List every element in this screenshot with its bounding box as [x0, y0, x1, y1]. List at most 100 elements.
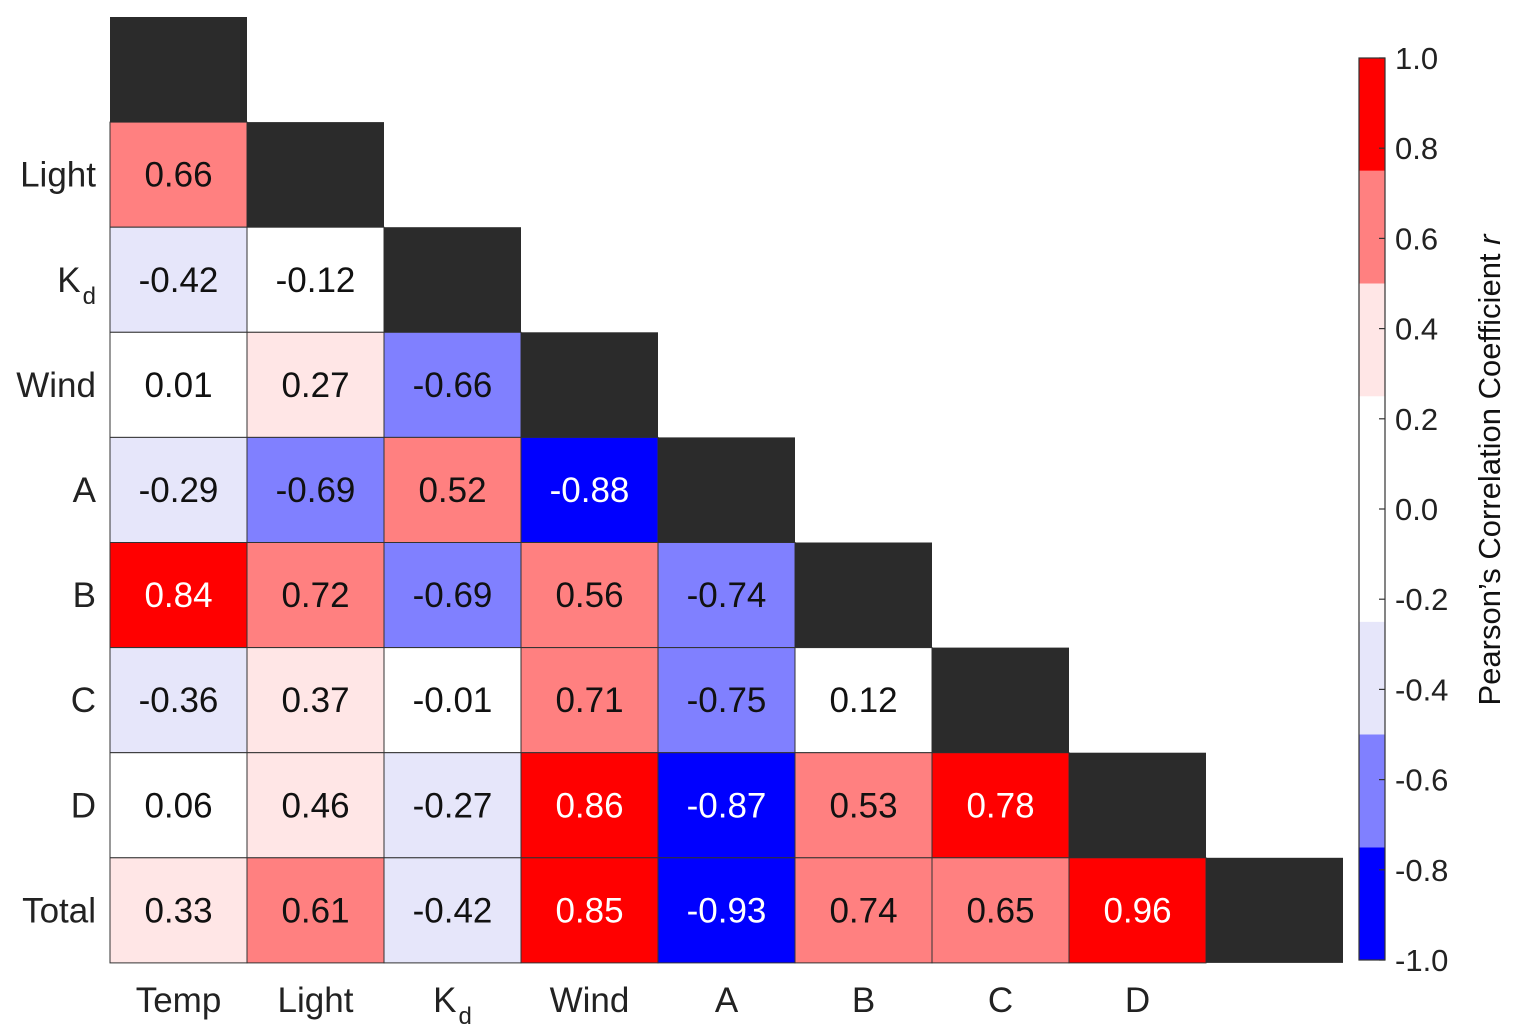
- diagonal-cell: [521, 332, 658, 438]
- heatmap-cell: [246, 752, 385, 859]
- colorbar-segment: [1359, 734, 1385, 848]
- heatmap-cell: [520, 436, 659, 543]
- cell-value-label: 0.52: [418, 471, 486, 510]
- column-label: A: [715, 981, 739, 1020]
- colorbar-segment: [1359, 847, 1385, 960]
- row-label: Light: [20, 156, 96, 195]
- diagonal-cell: [658, 437, 795, 543]
- heatmap-cell: [931, 752, 1070, 859]
- cell-value-label: 0.84: [144, 576, 212, 615]
- diagonal-cell: [1206, 857, 1343, 963]
- row-labels: Light Kd Wind A B C D Total: [16, 156, 96, 931]
- row-label: Kd: [57, 261, 96, 310]
- cell-value-label: 0.86: [555, 786, 623, 825]
- colorbar: 1.0 0.8 0.6 0.4 0.2 0.0 -0.2 -0.4 -0.6 -0.8 -1.0 Pe…: [1358, 41, 1507, 978]
- cell-value-label: 0.72: [281, 576, 349, 615]
- heatmap-cells: 0.66 -0.42 -0.12 0.01 0.27 -0.66 -0.29 -0.69 0.5…: [109, 17, 1343, 964]
- heatmap-cell: [383, 542, 522, 649]
- colorbar-tick-label: 0.6: [1395, 221, 1438, 256]
- cell-value-label: 0.46: [281, 786, 349, 825]
- colorbar-segment: [1359, 621, 1385, 735]
- row-label: B: [73, 576, 96, 615]
- colorbar-segment: [1359, 58, 1385, 171]
- cell-value-label: 0.66: [144, 156, 212, 195]
- colorbar-tick-label: -0.8: [1395, 853, 1448, 888]
- cell-value-label: 0.06: [144, 786, 212, 825]
- cell-value-label: -0.75: [687, 681, 767, 720]
- heatmap-cell: [109, 331, 248, 438]
- column-label: Wind: [550, 981, 630, 1020]
- colorbar-tick-label: 0.8: [1395, 131, 1438, 166]
- diagonal-cell: [247, 122, 384, 228]
- colorbar-segment: [1359, 170, 1385, 284]
- diagonal-cell: [795, 542, 932, 648]
- heatmap-cell: [109, 647, 248, 754]
- cell-value-label: 0.27: [281, 366, 349, 405]
- heatmap-cell: [246, 436, 385, 543]
- colorbar-tick-label: 0.2: [1395, 402, 1438, 437]
- heatmap-cell: [520, 752, 659, 859]
- colorbar-tick-label: -0.6: [1395, 763, 1448, 798]
- cell-value-label: 0.53: [829, 786, 897, 825]
- heatmap-cell: [109, 752, 248, 859]
- cell-value-label: 0.61: [281, 891, 349, 930]
- cell-value-label: 0.01: [144, 366, 212, 405]
- diagonal-cell: [932, 647, 1069, 753]
- diagonal-cell: [384, 227, 521, 333]
- cell-value-label: -0.29: [139, 471, 219, 510]
- heatmap-cell: [794, 752, 933, 859]
- colorbar-tick-label: 1.0: [1395, 41, 1438, 76]
- cell-value-label: -0.74: [687, 576, 767, 615]
- cell-value-label: 0.12: [829, 681, 897, 720]
- diagonal-cell: [110, 17, 247, 123]
- cell-value-label: -0.12: [276, 261, 356, 300]
- column-label: D: [1125, 981, 1150, 1020]
- cell-value-label: 0.37: [281, 681, 349, 720]
- heatmap-cell: [383, 331, 522, 438]
- cell-value-label: -0.01: [413, 681, 493, 720]
- cell-value-label: -0.27: [413, 786, 493, 825]
- heatmap-cell: [520, 647, 659, 754]
- cell-value-label: 0.71: [555, 681, 623, 720]
- heatmap-cell: [794, 857, 933, 964]
- column-label: Temp: [136, 981, 222, 1020]
- cell-value-label: -0.69: [413, 576, 493, 615]
- cell-value-label: 0.78: [966, 786, 1034, 825]
- heatmap-cell: [383, 857, 522, 964]
- heatmap-cell: [794, 647, 933, 754]
- heatmap-cell: [246, 647, 385, 754]
- heatmap-cell: [1068, 857, 1207, 964]
- row-label: Wind: [16, 366, 96, 405]
- colorbar-title: Pearson’s Correlation Coefficient r: [1472, 233, 1507, 706]
- colorbar-tick-label: 0.0: [1395, 492, 1438, 527]
- diagonal-cell: [1069, 752, 1206, 858]
- heatmap-cell: [246, 331, 385, 438]
- cell-value-label: -0.66: [413, 366, 493, 405]
- cell-value-label: 0.33: [144, 891, 212, 930]
- colorbar-tick-label: -1.0: [1395, 943, 1448, 978]
- column-label: Light: [278, 981, 354, 1020]
- cell-value-label: -0.93: [687, 891, 767, 930]
- column-labels: Temp Light Kd Wind A B C D: [136, 981, 1150, 1030]
- row-label: Total: [22, 891, 96, 930]
- heatmap-cell: [931, 857, 1070, 964]
- heatmap-cell: [657, 542, 796, 649]
- row-label: C: [71, 681, 96, 720]
- heatmap-cell: [657, 647, 796, 754]
- cell-value-label: -0.36: [139, 681, 219, 720]
- cell-value-label: 0.96: [1103, 891, 1171, 930]
- heatmap-cell: [109, 121, 248, 228]
- column-label: B: [852, 981, 875, 1020]
- cell-value-label: -0.87: [687, 786, 767, 825]
- cell-value-label: 0.74: [829, 891, 897, 930]
- heatmap-cell: [109, 857, 248, 964]
- cell-value-label: 0.85: [555, 891, 623, 930]
- row-label: D: [71, 786, 96, 825]
- heatmap-cell: [383, 647, 522, 754]
- cell-value-label: 0.65: [966, 891, 1034, 930]
- column-label: Kd: [433, 981, 472, 1030]
- heatmap-cell: [246, 542, 385, 649]
- column-label: C: [988, 981, 1013, 1020]
- cell-value-label: -0.42: [139, 261, 219, 300]
